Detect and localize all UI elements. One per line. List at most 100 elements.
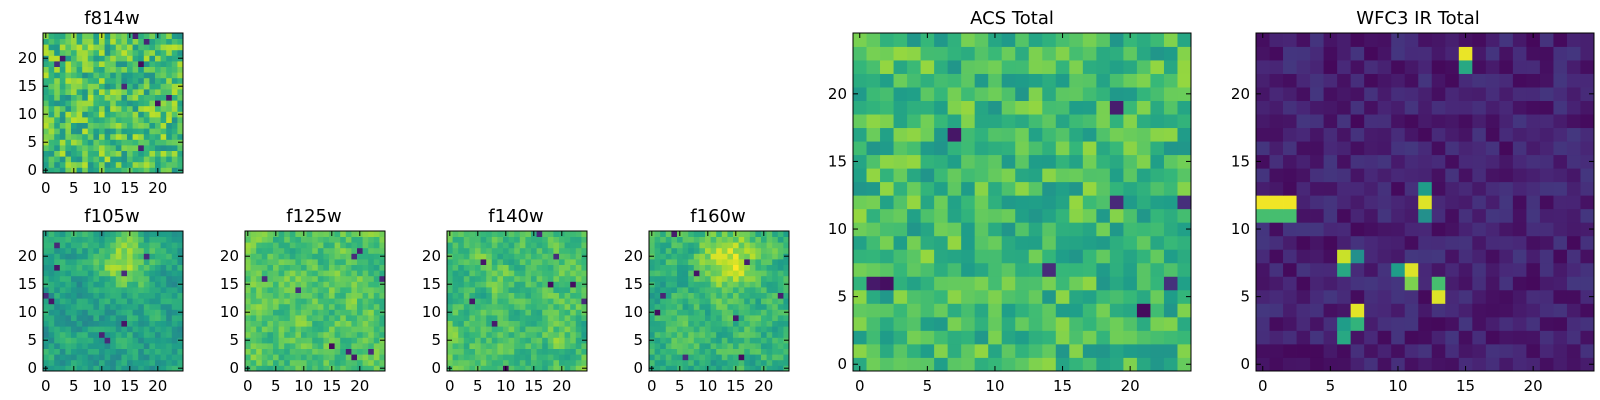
heatmap-cell [570, 359, 577, 366]
heatmap-cell [738, 247, 745, 254]
heatmap-cell [166, 343, 173, 349]
heatmap-cell [1391, 235, 1406, 250]
heatmap-cell [508, 298, 515, 305]
heatmap-cell [256, 292, 263, 299]
heatmap-cell [357, 348, 363, 355]
heatmap-cell [373, 298, 380, 305]
heatmap-cell [295, 231, 302, 237]
heatmap-cell [104, 275, 111, 282]
heatmap-cell [1512, 114, 1527, 129]
heatmap-cell [1472, 154, 1487, 169]
heatmap-cell [71, 38, 77, 45]
heatmap-cell [301, 264, 307, 271]
heatmap-cell [245, 236, 251, 243]
heatmap-cell [171, 94, 178, 101]
heatmap-cell [104, 309, 111, 316]
heatmap-cell [267, 348, 274, 355]
heatmap-cell [710, 287, 717, 293]
heatmap-cell [132, 133, 139, 140]
heatmap-cell [166, 337, 173, 344]
heatmap-cell [99, 309, 105, 316]
heatmap-cell [245, 348, 251, 355]
heatmap-cell [1526, 330, 1541, 345]
heatmap-cell [1177, 343, 1192, 358]
heatmap-cell [705, 275, 711, 282]
heatmap-cell [289, 303, 296, 310]
heatmap-cell [87, 337, 94, 344]
heatmap-cell [660, 259, 667, 265]
heatmap-cell [547, 264, 554, 271]
heatmap-cell [665, 337, 672, 344]
heatmap-cell [1485, 46, 1500, 61]
heatmap-cell [306, 359, 313, 366]
heatmap-cell [1150, 249, 1165, 264]
heatmap-cell [934, 262, 949, 277]
heatmap-cell [1269, 343, 1284, 358]
heatmap-cell [682, 337, 689, 344]
heatmap-cell [475, 259, 481, 265]
heatmap-cell [783, 315, 790, 321]
heatmap-cell [1310, 114, 1324, 129]
heatmap-cell [480, 281, 487, 288]
heatmap-cell [542, 303, 549, 310]
heatmap-cell [988, 168, 1003, 183]
heatmap-cell [934, 100, 949, 115]
heatmap-cell [138, 343, 145, 349]
heatmap-cell [273, 320, 279, 327]
heatmap-cell [1431, 87, 1446, 101]
heatmap-cell [1028, 289, 1043, 304]
heatmap-cell [1391, 154, 1406, 169]
heatmap-cell [469, 331, 476, 338]
heatmap-cell [738, 298, 745, 305]
heatmap-cell [82, 343, 89, 349]
heatmap-cell [166, 365, 173, 372]
heatmap-cell [570, 231, 577, 237]
heatmap-cell [317, 281, 324, 288]
heatmap-cell [1350, 262, 1365, 277]
heatmap-cell [323, 309, 330, 316]
heatmap-cell [766, 337, 773, 344]
heatmap-cell [1350, 168, 1365, 183]
heatmap-cell [368, 242, 375, 249]
heatmap-cell [138, 61, 145, 67]
heatmap-cell [155, 292, 161, 299]
heatmap-cell [705, 348, 711, 355]
heatmap-cell [121, 309, 128, 316]
heatmap-cell [1042, 46, 1057, 61]
heatmap-cell [783, 292, 790, 299]
heatmap-cell [48, 122, 55, 129]
heatmap-cell [1526, 46, 1541, 61]
heatmap-cell [1096, 181, 1111, 196]
heatmap-cell [171, 49, 178, 56]
heatmap-cell [531, 236, 537, 243]
heatmap-cell [323, 287, 330, 293]
heatmap-cell [177, 100, 184, 107]
heatmap-cell [1042, 316, 1057, 331]
heatmap-cell [1001, 33, 1016, 47]
heatmap-cell [59, 264, 66, 271]
y-tick-label: 10 [18, 105, 37, 123]
heatmap-cell [880, 276, 894, 291]
plot-frame [852, 32, 1192, 372]
heatmap-cell [570, 247, 577, 254]
heatmap-cell [766, 331, 773, 338]
heatmap-cell [491, 253, 498, 260]
heatmap-cell [1350, 141, 1365, 156]
heatmap-cell [503, 320, 509, 327]
heatmap-cell [542, 242, 549, 249]
heatmap-cell [104, 72, 111, 79]
heatmap-cell [727, 320, 734, 327]
heatmap-cell [76, 253, 83, 260]
heatmap-cell [761, 264, 767, 271]
heatmap-cell [1445, 73, 1460, 88]
heatmap-cell [127, 156, 133, 163]
heatmap-cell [486, 264, 493, 271]
heatmap-cell [1337, 114, 1352, 129]
heatmap-cell [177, 156, 184, 163]
heatmap-cell [452, 315, 459, 321]
heatmap-cell [143, 105, 150, 112]
heatmap-cell [880, 235, 894, 250]
heatmap-cell [660, 315, 667, 321]
heatmap-cell [312, 354, 319, 361]
heatmap-cell [48, 38, 55, 45]
